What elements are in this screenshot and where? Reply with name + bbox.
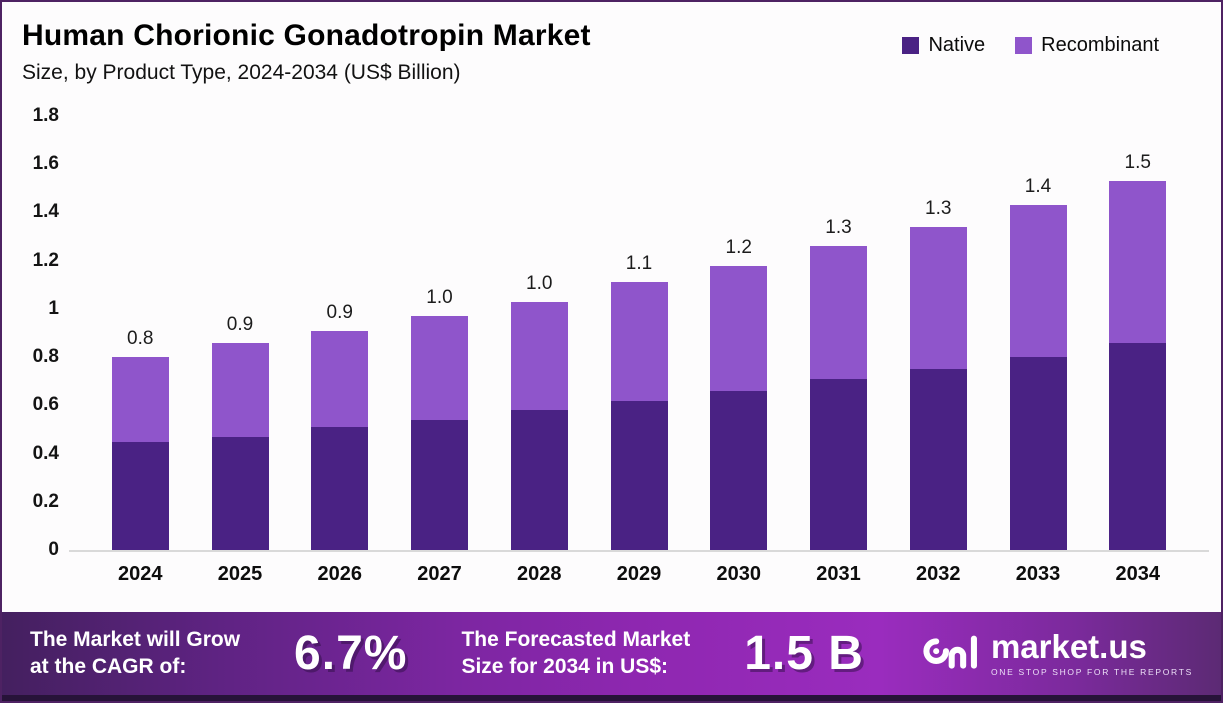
bar-2034: 1.5: [1109, 116, 1167, 550]
bar-2027-recombinant-segment: [411, 316, 468, 420]
cagr-value: 6.7%: [294, 626, 408, 680]
y-axis-tick-0.6: 0.6: [32, 394, 59, 416]
bar-2033-recombinant-segment: [1009, 205, 1067, 358]
logo-tagline: ONE STOP SHOP FOR THE REPORTS: [990, 667, 1193, 677]
bar-total-label-2025: 0.9: [226, 313, 254, 335]
bar-2030-native-segment: [710, 390, 768, 550]
logo-text: market.us ONE STOP SHOP FOR THE REPORTS: [991, 630, 1193, 677]
y-axis-tick-1.4: 1.4: [32, 201, 59, 223]
legend-item-recombinant: Recombinant: [1015, 34, 1159, 57]
x-axis-label-2034: 2034: [1115, 563, 1161, 585]
bar-total-label-2030: 1.2: [725, 236, 752, 258]
stacked-bar-chart: 1.8 1.6 1.4 1.2 1 0.8 0.6 0.4 0.2 0 0.8 0.9 0.9 1.0 1.…: [2, 105, 1221, 586]
bar-2030-recombinant-segment: [710, 265, 768, 391]
bar-2033-native-segment: [1009, 357, 1067, 550]
logo-name: market.us: [990, 628, 1147, 665]
x-axis-labels: 2024 2025 2026 2027 2028 2029 2030 2031 2032 2033…: [69, 563, 1209, 586]
x-axis-label-2033: 2033: [1015, 563, 1061, 585]
bar-2033: 1.4: [1009, 116, 1067, 550]
bar-total-label-2028: 1.0: [526, 272, 553, 294]
bar-total-label-2033: 1.4: [1024, 176, 1052, 198]
x-axis-label-2027: 2027: [417, 563, 462, 585]
bar-2026: 0.9: [311, 116, 369, 550]
bar-2028: 1.0: [510, 116, 568, 550]
y-axis-tick-0.8: 0.8: [32, 346, 59, 368]
bar-2031-native-segment: [810, 378, 867, 550]
bar-2024: 0.8: [111, 116, 169, 550]
y-axis-tick-1: 1: [48, 297, 59, 319]
bar-2026-recombinant-segment: [311, 330, 369, 428]
bar-2025-native-segment: [211, 436, 269, 550]
bar-2028-recombinant-segment: [510, 301, 568, 411]
y-axis-tick-1.2: 1.2: [32, 249, 59, 271]
bar-2029-recombinant-segment: [610, 282, 668, 401]
bar-2032-native-segment: [909, 369, 967, 550]
bar-total-label-2034: 1.5: [1124, 152, 1151, 174]
chart-legend: Native Recombinant: [902, 34, 1159, 57]
bar-total-label-2026: 0.9: [326, 301, 353, 323]
recombinant-swatch-icon: [1015, 37, 1033, 54]
bar-total-label-2024: 0.8: [127, 328, 154, 350]
forecast-label: The Forecasted Market Size for 2034 in U…: [461, 627, 691, 678]
y-axis-tick-0.2: 0.2: [32, 490, 59, 512]
bar-2025-recombinant-segment: [211, 342, 269, 437]
legend-label-recombinant: Recombinant: [1041, 34, 1159, 56]
bar-2030: 1.2: [710, 116, 768, 550]
bar-total-label-2032: 1.3: [925, 197, 952, 219]
y-axis-tick-1.8: 1.8: [32, 105, 59, 126]
bar-2031-recombinant-segment: [810, 246, 867, 379]
legend-label-native: Native: [928, 34, 986, 56]
bar-2027: 1.0: [411, 116, 468, 550]
cagr-label: The Market will Grow at the CAGR of:: [30, 627, 241, 678]
bar-2034-recombinant-segment: [1109, 181, 1167, 343]
x-axis-label-2028: 2028: [517, 563, 562, 585]
bar-total-label-2029: 1.1: [625, 253, 653, 275]
forecast-value: 1.5 B: [744, 626, 864, 680]
bar-total-label-2031: 1.3: [825, 217, 852, 239]
bar-2029-native-segment: [610, 400, 668, 550]
bar-2028-native-segment: [510, 410, 568, 550]
bar-2032: 1.3: [909, 116, 967, 550]
bar-2025: 0.9: [211, 116, 269, 550]
x-axis-label-2032: 2032: [916, 563, 961, 585]
x-axis-label-2030: 2030: [716, 563, 762, 585]
bar-2027-native-segment: [411, 419, 468, 550]
bar-2029: 1.1: [610, 116, 668, 550]
market-us-logo: market.us ONE STOP SHOP FOR THE REPORTS: [918, 630, 1193, 677]
page-title: Human Chorionic Gonadotropin Market: [22, 19, 591, 52]
x-axis-label-2024: 2024: [118, 563, 163, 585]
y-axis-tick-0: 0: [48, 539, 59, 560]
plot-area: 1.8 1.6 1.4 1.2 1 0.8 0.6 0.4 0.2 0 0.8 0.9 0.9 1.0 1.…: [33, 105, 1209, 560]
bar-2024-recombinant-segment: [111, 357, 169, 442]
bar-2034-native-segment: [1109, 342, 1167, 550]
x-axis-label-2026: 2026: [317, 563, 363, 585]
title-block: Human Chorionic Gonadotropin Market Size…: [22, 18, 591, 86]
y-axis-tick-0.4: 0.4: [32, 442, 59, 464]
footer-banner: The Market will Grow at the CAGR of: 6.7…: [2, 612, 1221, 701]
x-axis-label-2025: 2025: [217, 563, 263, 585]
bar-2026-native-segment: [311, 427, 369, 550]
x-axis-label-2031: 2031: [816, 563, 861, 585]
native-swatch-icon: [902, 37, 920, 54]
bar-total-label-2027: 1.0: [426, 287, 453, 309]
bar-2024-native-segment: [111, 441, 169, 550]
bar-2031: 1.3: [810, 116, 867, 550]
market-us-swirl-icon: [923, 635, 977, 669]
page-subtitle: Size, by Product Type, 2024-2034 (US$ Bi…: [22, 61, 461, 84]
header: Human Chorionic Gonadotropin Market Size…: [2, 2, 1221, 86]
bar-2032-recombinant-segment: [909, 226, 967, 370]
x-axis-label-2029: 2029: [616, 563, 662, 585]
legend-item-native: Native: [902, 34, 985, 57]
y-axis-tick-1.6: 1.6: [32, 153, 59, 175]
